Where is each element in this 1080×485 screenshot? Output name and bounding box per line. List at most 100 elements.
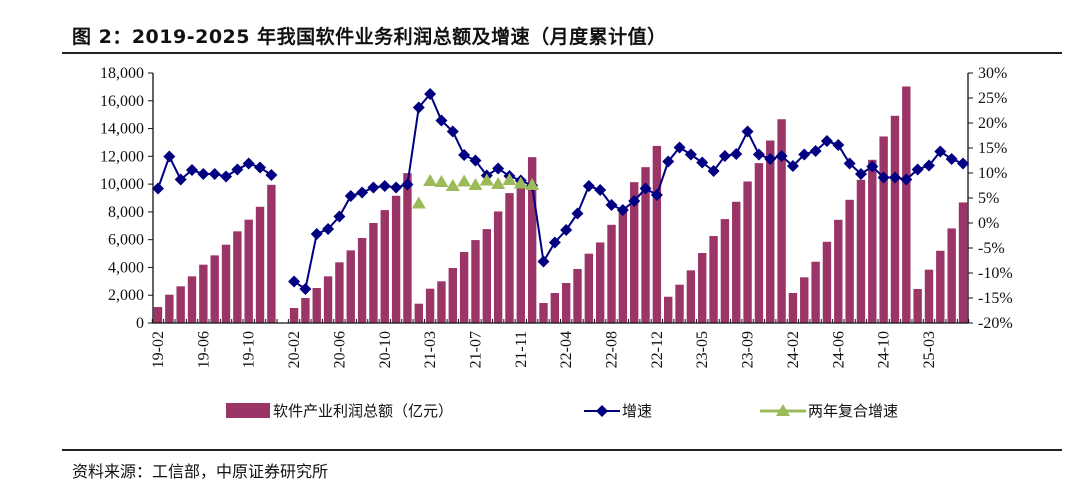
bar-22-02: [539, 303, 548, 323]
bar-23-09: [743, 181, 752, 323]
bar-24-11: [890, 115, 900, 324]
x-tick-label: 20-02: [286, 331, 303, 368]
right-tick-label: 15%: [978, 140, 1007, 157]
legend-label-two-year: 两年复合增速: [808, 402, 898, 420]
left-tick-label: 18,000: [100, 65, 144, 82]
bar-23-03: [675, 284, 684, 323]
bar-24-09: [868, 159, 877, 323]
x-tick-label: 22-04: [558, 331, 575, 368]
left-tick-label: 4,000: [108, 259, 144, 276]
x-tick-label: 24-02: [785, 331, 802, 368]
growth-point-19-04: [174, 173, 187, 186]
right-tick-label: 30%: [978, 65, 1007, 82]
left-tick-label: 2,000: [108, 287, 144, 304]
bar-24-08: [856, 179, 866, 323]
two-year-point-21-05: [445, 179, 460, 191]
two-year-point-21-06: [457, 174, 472, 187]
growth-point-23-08: [730, 148, 743, 160]
growth-point-20-10: [378, 180, 391, 192]
bar-19-04: [176, 286, 185, 323]
bar-24-05: [822, 241, 832, 323]
bar-19-08: [221, 244, 231, 323]
growth-point-22-06: [582, 180, 595, 192]
right-tick-label: -5%: [978, 240, 1005, 257]
growth-point-22-07: [594, 184, 607, 196]
right-tick-label: 10%: [978, 165, 1007, 182]
bar-20-03: [301, 298, 310, 323]
bar-23-06: [709, 236, 718, 323]
bar-25-05: [947, 228, 956, 323]
bar-24-02: [788, 293, 798, 323]
bottom-divider: [62, 449, 1062, 451]
bar-20-08: [357, 238, 367, 323]
growth-point-22-09: [616, 204, 629, 216]
bar-23-04: [686, 270, 696, 323]
growth-point-21-05: [446, 125, 459, 138]
two-year-point-21-10: [502, 173, 517, 185]
x-tick-label: 19-02: [150, 331, 167, 368]
x-tick-label: 25-03: [921, 331, 938, 368]
bar-21-06: [459, 252, 469, 323]
bar-22-12: [652, 145, 662, 323]
two-year-point-21-02: [411, 196, 426, 209]
growth-point-19-03: [163, 150, 176, 163]
bar-19-09: [233, 231, 242, 323]
left-tick-label: 12,000: [100, 148, 144, 165]
legend-marker-two-year: [776, 404, 790, 416]
x-tick-label: 19-06: [195, 331, 212, 368]
bar-25-06: [958, 202, 968, 323]
bar-23-12: [777, 119, 786, 323]
bar-22-06: [584, 253, 594, 323]
bar-22-03: [550, 293, 560, 323]
growth-point-20-07: [344, 190, 357, 202]
right-tick-label: 5%: [978, 190, 999, 207]
legend-label-profit: 软件产业利润总额（亿元）: [273, 402, 453, 420]
bar-22-09: [618, 211, 628, 323]
growth-point-21-02: [412, 101, 425, 114]
bar-21-04: [437, 281, 446, 323]
left-tick-label: 14,000: [100, 121, 144, 138]
bar-21-03: [425, 288, 435, 323]
growth-point-24-05: [820, 135, 833, 147]
growth-point-22-08: [605, 199, 618, 211]
bar-20-12: [403, 173, 412, 323]
two-year-point-21-07: [468, 178, 483, 190]
legend-marker-growth: [596, 405, 608, 417]
growth-point-23-12: [775, 150, 788, 162]
x-tick-label: 21-07: [467, 331, 484, 368]
growth-point-19-09: [231, 163, 244, 176]
growth-point-23-02: [662, 155, 675, 168]
bar-23-07: [720, 219, 730, 323]
x-tick-label: 22-12: [649, 331, 666, 368]
bar-23-11: [766, 140, 775, 323]
x-tick-label: 20-06: [331, 331, 348, 368]
right-tick-label: -15%: [978, 290, 1013, 307]
bar-21-09: [493, 211, 503, 323]
growth-point-19-06: [197, 168, 210, 180]
bar-25-03: [924, 269, 934, 323]
growth-point-24-10: [877, 171, 890, 184]
two-year-point-21-11: [513, 176, 528, 189]
left-tick-label: 16,000: [100, 93, 144, 110]
growth-point-24-02: [786, 160, 799, 172]
bar-20-10: [380, 210, 389, 323]
bar-21-12: [527, 157, 537, 323]
growth-point-21-03: [424, 88, 437, 100]
x-tick-label: 23-05: [694, 331, 711, 368]
growth-point-24-09: [866, 160, 879, 173]
growth-point-24-08: [854, 168, 867, 180]
growth-point-24-12: [900, 173, 913, 186]
growth-point-23-10: [752, 148, 765, 161]
x-tick-label: 22-08: [604, 331, 621, 368]
bar-19-11: [255, 206, 265, 323]
bar-24-03: [800, 277, 809, 323]
growth-point-19-02: [152, 182, 164, 195]
bar-21-10: [505, 193, 514, 323]
growth-point-20-02: [288, 275, 301, 288]
growth-point-23-03: [673, 141, 686, 154]
bar-24-07: [845, 199, 854, 323]
growth-point-22-02: [537, 255, 550, 268]
x-tick-label: 19-10: [241, 331, 258, 368]
bar-19-03: [165, 294, 174, 323]
bar-24-10: [879, 136, 888, 323]
